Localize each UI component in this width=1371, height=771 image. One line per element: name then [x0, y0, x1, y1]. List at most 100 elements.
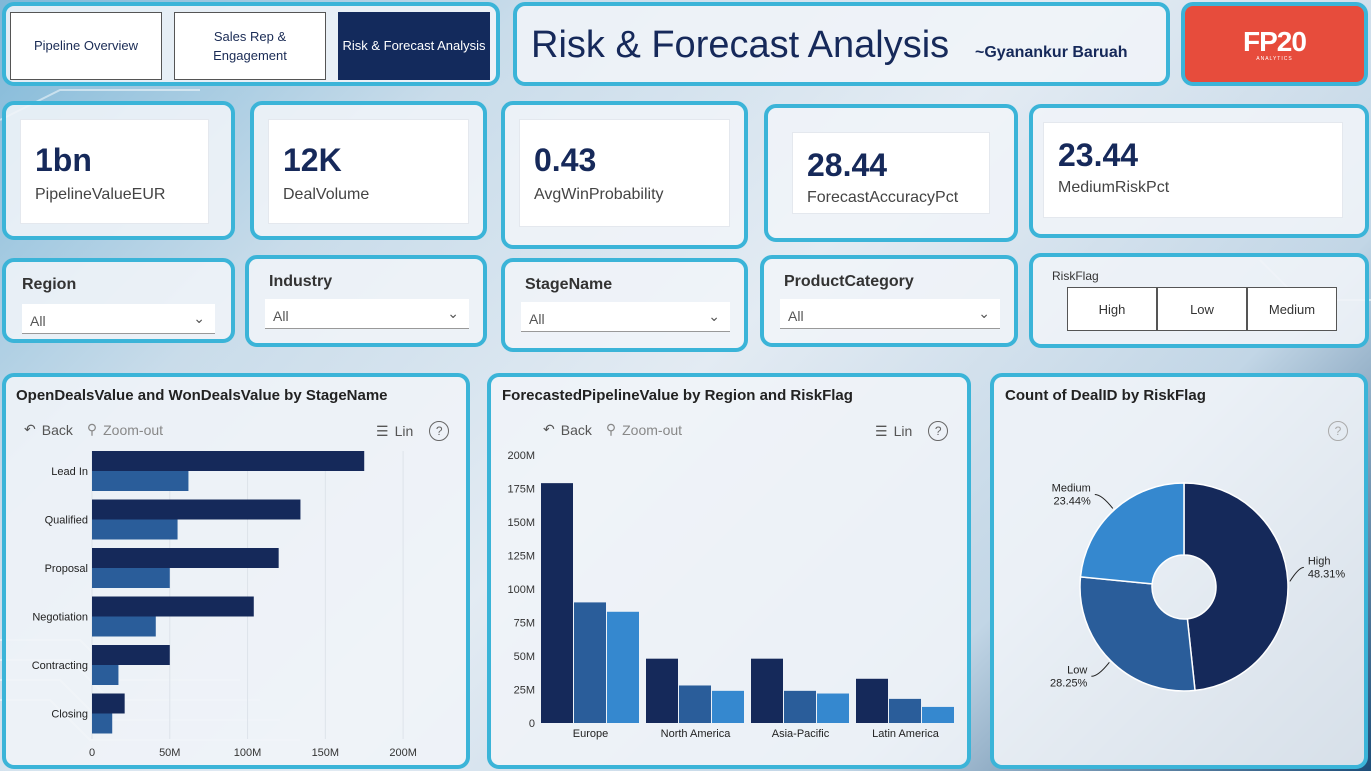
productcategory-dropdown[interactable]: All ⌄	[780, 299, 1000, 329]
filter-label: Region	[22, 276, 77, 293]
chart-title: Count of DealID by RiskFlag	[1005, 387, 1206, 404]
bar-low	[889, 698, 921, 723]
x-tick-label: Europe	[573, 728, 608, 740]
scale-toggle[interactable]: ☰ Lin	[875, 423, 912, 440]
filter-productcategory: ProductCategory All ⌄	[760, 255, 1018, 347]
donut-category-label: Medium	[1052, 482, 1091, 494]
page-title: Risk & Forecast Analysis	[531, 24, 950, 66]
kpi-value: 1bn	[35, 142, 92, 178]
kpi-label: DealVolume	[283, 186, 370, 203]
bar-opendealsvalue	[92, 499, 301, 520]
list-icon: ☰	[875, 422, 888, 439]
scale-label: Lin	[394, 423, 414, 439]
dropdown-value: All	[529, 311, 545, 327]
y-tick-label: 75M	[514, 618, 535, 630]
tab-sales-rep-engagement[interactable]: Sales Rep & Engagement	[174, 12, 326, 80]
bar-wondealsvalue	[92, 616, 156, 637]
tab-risk-forecast-analysis[interactable]: Risk & Forecast Analysis	[338, 12, 490, 80]
y-tick-label: Closing	[51, 709, 88, 721]
y-tick-label: 0	[529, 718, 535, 730]
kpi-label: PipelineValueEUR	[35, 186, 166, 203]
author-credit: ~Gyanankur Baruah	[975, 44, 1128, 61]
y-tick-label: 25M	[514, 685, 535, 697]
tab-pipeline-overview[interactable]: Pipeline Overview	[10, 12, 162, 80]
bar-medium	[817, 693, 849, 723]
bar-low	[784, 690, 816, 723]
list-icon: ☰	[376, 422, 389, 439]
bar-low	[574, 602, 606, 723]
chart-toolbar-right: ☰ Lin ?	[376, 421, 450, 441]
chart-title: ForecastedPipelineValue by Region and Ri…	[502, 387, 853, 404]
industry-dropdown[interactable]: All ⌄	[265, 299, 469, 329]
zoom-out-button[interactable]: ⚲ Zoom-out	[606, 421, 682, 438]
riskflag-medium-button[interactable]: Medium	[1247, 287, 1337, 331]
riskflag-high-button[interactable]: High	[1067, 287, 1157, 331]
riskflag-low-button[interactable]: Low	[1157, 287, 1247, 331]
zoom-out-label: Zoom-out	[622, 421, 683, 438]
filter-industry: Industry All ⌄	[245, 255, 487, 347]
scale-toggle[interactable]: ☰ Lin	[376, 423, 413, 440]
filter-region: Region All ⌄	[2, 258, 235, 343]
chevron-down-icon: ⌄	[708, 308, 720, 324]
dropdown-value: All	[273, 308, 289, 324]
bar-opendealsvalue	[92, 596, 254, 617]
y-tick-label: Lead In	[51, 466, 88, 478]
donut-value-label: 23.44%	[1053, 495, 1091, 507]
filter-label: StageName	[525, 276, 613, 293]
bar-medium	[607, 611, 639, 723]
dropdown-value: All	[30, 313, 46, 329]
y-tick-label: 125M	[507, 551, 535, 563]
help-icon[interactable]: ?	[928, 421, 949, 441]
help-icon[interactable]: ?	[1328, 421, 1348, 441]
help-icon[interactable]: ?	[429, 421, 450, 441]
donut-slice-low	[1079, 576, 1196, 692]
back-button[interactable]: ↶ Back	[543, 421, 592, 438]
donut-leader-line	[1091, 661, 1110, 677]
zoom-out-icon: ⚲	[86, 421, 98, 437]
kpi-label: ForecastAccuracyPct	[807, 189, 959, 206]
kpi-value: 12K	[283, 142, 342, 178]
zoom-out-button[interactable]: ⚲ Zoom-out	[87, 421, 163, 438]
donut-slice-high	[1183, 482, 1289, 692]
scale-label: Lin	[893, 423, 913, 439]
donut-leader-line	[1094, 493, 1114, 509]
bar-opendealsvalue	[92, 548, 279, 568]
donut-slice-medium	[1079, 482, 1185, 585]
x-tick-label: North America	[661, 728, 732, 740]
chart-stage-deals-panel: OpenDealsValue and WonDealsValue by Stag…	[2, 373, 470, 769]
y-tick-label: Negotiation	[32, 612, 88, 624]
bar-low	[679, 685, 711, 723]
chart-toolbar: ↶ Back ⚲ Zoom-out	[543, 421, 682, 438]
kpi-card-pipeline-value: 1bn PipelineValueEUR	[2, 101, 235, 240]
stage-bar-chart: 0 50M 100M 150M 200M Lead In Qualified Proposal…	[32, 451, 417, 759]
bar-medium	[922, 706, 954, 723]
kpi-card-deal-volume: 12K DealVolume	[250, 101, 487, 240]
donut-value-label: 28.25%	[1050, 677, 1088, 689]
back-label: Back	[41, 421, 73, 438]
back-arrow-icon: ↶	[24, 421, 36, 437]
filter-riskflag: RiskFlag High Low Medium	[1029, 253, 1369, 348]
region-dropdown[interactable]: All ⌄	[22, 304, 215, 334]
x-tick-label: Latin America	[872, 728, 940, 740]
bar-wondealsvalue	[92, 665, 119, 685]
x-tick-label: 150M	[312, 747, 340, 759]
y-tick-label: 175M	[507, 484, 535, 496]
logo-subtitle: ANALYTICS	[1256, 56, 1293, 62]
region-bar-chart: 0 25M 50M 75M 100M 125M 150M 175M 200M Europe Nort…	[507, 450, 954, 740]
back-button[interactable]: ↶ Back	[24, 421, 73, 438]
x-tick-label: 200M	[389, 747, 417, 759]
stagename-dropdown[interactable]: All ⌄	[521, 302, 730, 332]
donut-value-label: 48.31%	[1308, 568, 1346, 580]
back-label: Back	[560, 421, 592, 438]
y-tick-label: Contracting	[32, 660, 88, 672]
chart-toolbar-right: ☰ Lin ?	[875, 421, 949, 441]
bar-wondealsvalue	[92, 519, 178, 540]
donut-category-label: Low	[1067, 664, 1087, 676]
chart-toolbar: ↶ Back ⚲ Zoom-out	[24, 421, 163, 438]
bar-opendealsvalue	[92, 693, 125, 714]
kpi-value: 0.43	[534, 142, 597, 178]
kpi-value: 23.44	[1058, 137, 1139, 173]
kpi-card-avg-win-probability: 0.43 AvgWinProbability	[501, 101, 748, 249]
chevron-down-icon: ⌄	[978, 305, 990, 321]
chart-title: OpenDealsValue and WonDealsValue by Stag…	[16, 387, 388, 404]
